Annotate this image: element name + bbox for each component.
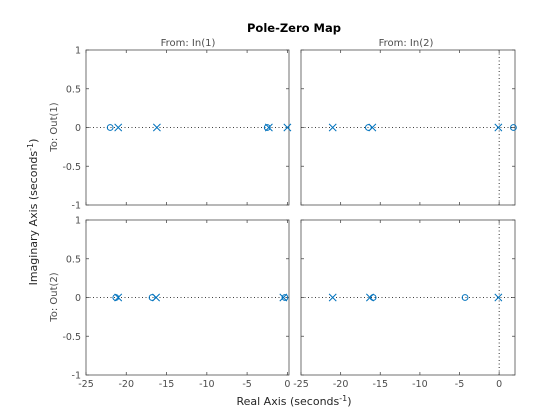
y-axis-label: Imaginary Axis (seconds-1) [26, 139, 40, 286]
zero-marker [461, 294, 469, 301]
x-axis-label-text: Real Axis (seconds [236, 395, 339, 408]
chart-title: Pole-Zero Map [247, 21, 341, 35]
ytick-label: 0.5 [66, 84, 81, 95]
output-label-1: To: Out(1) [49, 102, 60, 152]
ytick-label: 0.5 [66, 254, 81, 265]
ytick-label: 1 [75, 46, 81, 57]
pole-marker [368, 123, 377, 132]
xtick-label: -10 [412, 379, 428, 390]
zero-marker [263, 124, 271, 131]
zero-marker [510, 124, 517, 131]
x-axis-label-exponent: -1 [339, 394, 347, 403]
output-label-2: To: Out(2) [49, 272, 60, 322]
y-axis-label-text: Imaginary Axis (seconds [27, 151, 40, 286]
pole-marker [328, 123, 337, 132]
xtick-label: -15 [159, 379, 175, 390]
xtick-label: -25 [293, 379, 309, 390]
zero-marker [364, 124, 372, 131]
input-label-1: From: In(1) [161, 38, 216, 49]
xtick-label: -5 [242, 379, 251, 390]
pole-marker [279, 293, 288, 302]
xtick-label: -20 [333, 379, 349, 390]
ytick-label: 1 [75, 216, 81, 227]
pole-marker [328, 293, 337, 302]
pole-marker [114, 123, 123, 132]
zero-marker [281, 294, 289, 301]
xtick-label: -20 [119, 379, 135, 390]
ytick-label: -1 [72, 201, 81, 212]
subplot-grid: -1-0.500.51-1-0.500.51-25 -20 -15 -10 -5 0 -25… [62, 46, 517, 390]
xtick-label: 0 [496, 379, 502, 390]
pole-marker [152, 293, 161, 302]
xtick-label: -5 [455, 379, 464, 390]
pole-marker [494, 293, 503, 302]
zero-marker [148, 294, 156, 301]
y-axis-label-exponent: -1 [26, 143, 35, 151]
xtick-label: 0 [284, 379, 290, 390]
zero-marker [106, 124, 114, 131]
ytick-label: 0 [75, 123, 81, 134]
pole-marker [494, 123, 503, 132]
y-axis-label-close: ) [27, 139, 40, 143]
pole-marker [366, 293, 374, 302]
xtick-label: -25 [78, 379, 94, 390]
x-axis-label: Real Axis (seconds-1) [236, 394, 351, 408]
x-axis-label-close: ) [347, 395, 351, 408]
xtick-label: -15 [372, 379, 388, 390]
pole-marker [152, 123, 161, 132]
ytick-label: 0 [75, 293, 81, 304]
ytick-label: -0.5 [62, 162, 81, 173]
pole-marker [114, 293, 123, 302]
input-label-2: From: In(2) [379, 38, 434, 49]
pole-marker [283, 123, 292, 132]
ytick-label: -0.5 [62, 332, 81, 343]
ytick-label: -1 [72, 371, 81, 382]
pole-marker [264, 123, 273, 132]
xtick-label: -10 [199, 379, 215, 390]
